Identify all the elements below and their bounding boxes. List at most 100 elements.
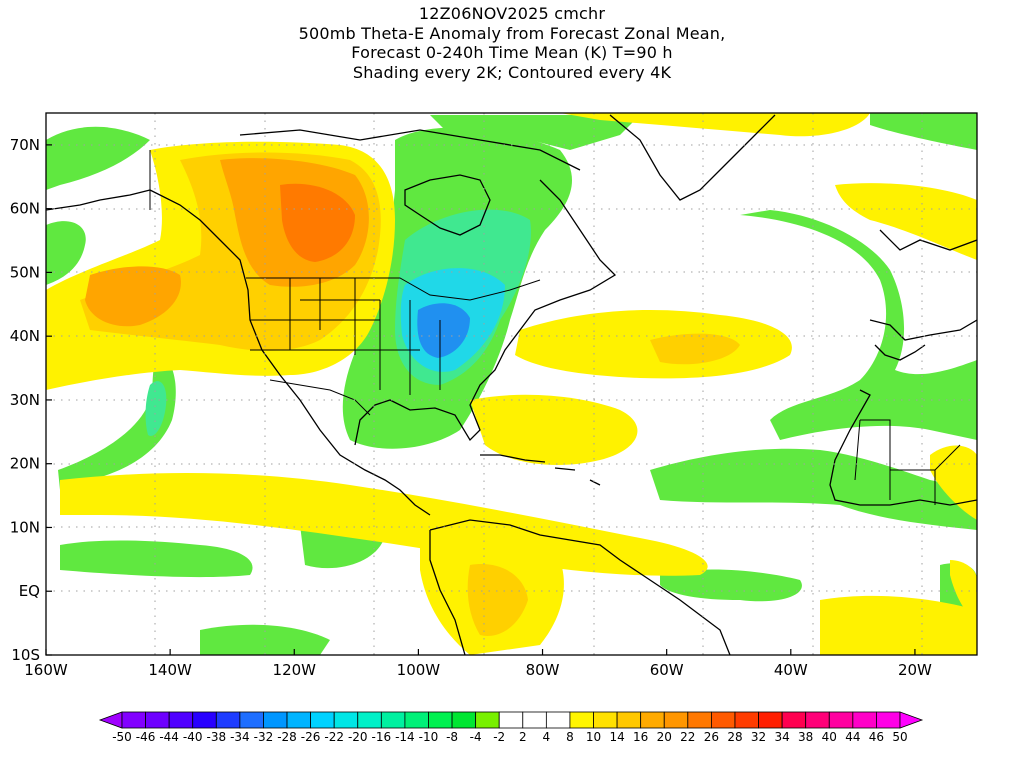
colorbar-swatch [498, 711, 524, 729]
colorbar-swatch [876, 711, 901, 729]
title-line-1: 12Z06NOV2025 cmchr [418, 4, 606, 23]
orange-south-america [467, 564, 528, 636]
green-region-tropics-2 [60, 540, 253, 578]
north-america-east-coast [354, 179, 617, 446]
colorbar-label: -26 [301, 730, 321, 744]
colorbar-swatch [545, 711, 571, 729]
green-region-ne-atlantic [870, 113, 977, 150]
colorbar-label: 14 [609, 730, 624, 744]
colorbar-label: 38 [798, 730, 813, 744]
colorbar-label: 46 [869, 730, 884, 744]
colorbar-swatch [239, 711, 264, 729]
colorbar-swatch [192, 711, 217, 729]
title-block: 12Z06NOV2025 cmchr 500mb Theta-E Anomaly… [0, 4, 1024, 82]
y-tick-label: 20N [10, 455, 40, 473]
colorbar-swatch [663, 711, 689, 729]
colorbar-label: 20 [657, 730, 672, 744]
colorbar-swatch [758, 711, 783, 729]
colorbar-swatch [734, 711, 759, 729]
title-line-3: Forecast 0-240h Time Mean (K) T=90 h [351, 43, 673, 62]
colorbar-swatch [121, 711, 146, 729]
colorbar-swatch [263, 711, 288, 729]
iberia-coast [874, 344, 926, 361]
deep-orange-canada [280, 183, 355, 262]
yellow-far-south [820, 595, 977, 655]
x-tick-label: 60W [650, 661, 684, 679]
colorbar-label: 50 [892, 730, 907, 744]
x-tick-label: 40W [774, 661, 808, 679]
green-region-greenland [430, 115, 640, 150]
green-region-south [200, 624, 330, 655]
colorbar-label: -14 [395, 730, 415, 744]
green-region-west-pacific [46, 221, 86, 285]
y-tick-label: 30N [10, 391, 40, 409]
colorbar-label: -2 [493, 730, 505, 744]
north-america-west-coast [149, 189, 431, 516]
colorbar: -50 -46 -44 -40 -38 -34 -32 -28 -26 -22 -20 -16 -14-… [98, 711, 924, 744]
africa-coast [829, 389, 977, 506]
x-tick-label: 80W [526, 661, 560, 679]
colorbar-label: 16 [633, 730, 648, 744]
colorbar-label: -40 [183, 730, 203, 744]
shading-layer [46, 113, 977, 655]
colorbar-swatch [357, 711, 382, 729]
orange-region-pacific [85, 266, 181, 327]
yellow-ne-corner [835, 183, 977, 260]
colorbar-swatch [828, 711, 854, 729]
colorbar-label: -50 [112, 730, 132, 744]
colorbar-label: 28 [727, 730, 742, 744]
colorbar-swatch [687, 711, 712, 729]
x-tick-label: 120W [273, 661, 317, 679]
x-tick-label: 160W [24, 661, 68, 679]
colorbar-swatch [428, 711, 453, 729]
colorbar-swatch [404, 711, 429, 729]
colorbar-label: 44 [845, 730, 860, 744]
alaska-coast [46, 189, 151, 211]
yellow-greenland-east [560, 113, 870, 137]
colorbar-label: -20 [348, 730, 368, 744]
colorbar-label: 26 [704, 730, 719, 744]
colorbar-swatch [522, 711, 547, 729]
colorbar-swatch [145, 711, 170, 729]
us-mexico-border [269, 379, 371, 416]
coastlines [46, 114, 977, 655]
greenland-coast [609, 114, 776, 201]
colorbar-max-arrow [899, 711, 924, 729]
positive-anomaly-shading [46, 113, 977, 655]
south-america-coast [429, 519, 731, 655]
colorbar-swatch [333, 711, 359, 729]
orange-atlantic-mid [650, 333, 740, 365]
colorbar-label: 2 [519, 730, 527, 744]
colorbar-swatch [569, 711, 594, 729]
colorbar-swatch [380, 711, 406, 729]
colorbar-swatch [310, 711, 335, 729]
colorbar-label: -32 [254, 730, 274, 744]
colorbar-label: -8 [446, 730, 458, 744]
colorbar-swatch [805, 711, 830, 729]
colorbar-label: -44 [159, 730, 179, 744]
colorbar-swatch [168, 711, 194, 729]
colorbar-swatch [640, 711, 665, 729]
negative-anomaly-shading [46, 113, 977, 655]
title-line-2: 500mb Theta-E Anomaly from Forecast Zona… [298, 23, 726, 43]
x-tick-label: 100W [397, 661, 441, 679]
green-region-atlantic-arc [740, 210, 977, 440]
colorbar-swatch [616, 711, 642, 729]
y-tick-label: 60N [10, 200, 40, 218]
colorbar-label: -34 [230, 730, 250, 744]
colorbar-label: 4 [543, 730, 551, 744]
yellow-east-africa [930, 445, 977, 520]
caribbean-islands [480, 454, 601, 486]
pacific-cyan-core [145, 381, 167, 436]
x-axis: 160W140W120W100W80W60W40W20W0 [24, 649, 932, 679]
y-tick-label: 10N [10, 518, 40, 536]
colorbar-swatch [781, 711, 807, 729]
grid-lines [46, 113, 977, 655]
colorbar-label: -46 [136, 730, 156, 744]
colorbar-label: 40 [822, 730, 837, 744]
yellow-caribbean [470, 394, 638, 465]
colorbar-swatch [451, 711, 477, 729]
us-state-lines [250, 278, 441, 395]
green-region-tropics-3 [660, 569, 802, 602]
